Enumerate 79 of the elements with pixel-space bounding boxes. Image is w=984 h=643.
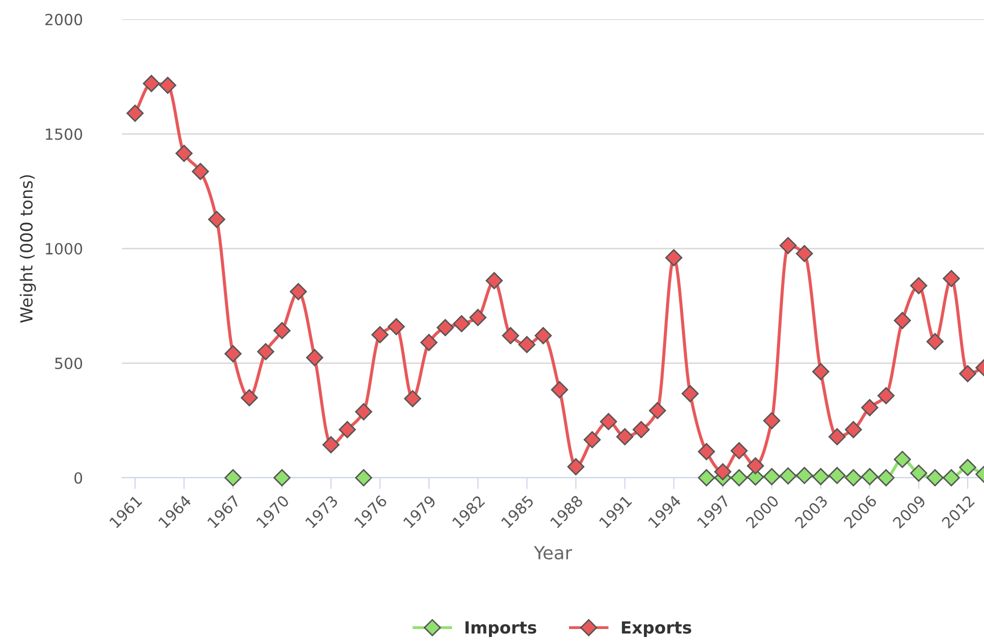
point bbox=[273, 322, 291, 340]
point bbox=[746, 457, 764, 474]
point bbox=[648, 402, 666, 420]
y-tick-label: 500 bbox=[55, 358, 82, 370]
legend-label: Imports bbox=[466, 621, 536, 637]
point bbox=[420, 334, 438, 352]
point bbox=[861, 399, 878, 416]
point bbox=[959, 458, 976, 476]
point bbox=[142, 74, 160, 92]
point bbox=[257, 343, 274, 360]
point bbox=[861, 468, 878, 486]
point bbox=[812, 363, 830, 380]
point bbox=[910, 277, 928, 294]
point bbox=[240, 389, 258, 406]
point bbox=[567, 458, 584, 476]
point bbox=[404, 390, 422, 408]
point bbox=[910, 464, 928, 482]
y-axis-title: Weight (000 tons) bbox=[20, 175, 36, 323]
point bbox=[502, 327, 520, 344]
point bbox=[584, 431, 601, 448]
point bbox=[714, 463, 732, 480]
y-tick-label: 0 bbox=[74, 472, 82, 484]
point bbox=[730, 442, 748, 460]
point bbox=[780, 467, 797, 484]
point bbox=[224, 345, 242, 362]
point bbox=[550, 381, 568, 398]
point bbox=[306, 349, 324, 366]
point bbox=[290, 283, 307, 300]
y-tick-label: 1000 bbox=[46, 242, 82, 255]
point bbox=[844, 421, 862, 438]
point bbox=[126, 104, 144, 122]
point bbox=[322, 436, 340, 454]
point bbox=[682, 385, 699, 402]
point bbox=[894, 312, 911, 330]
point bbox=[159, 76, 176, 94]
point bbox=[942, 469, 960, 486]
point bbox=[486, 272, 503, 290]
point bbox=[616, 428, 634, 446]
point bbox=[698, 443, 716, 460]
point bbox=[208, 210, 226, 228]
legend-label: Exports bbox=[622, 621, 692, 637]
point bbox=[730, 469, 748, 486]
point bbox=[926, 333, 944, 350]
point bbox=[877, 469, 895, 486]
point bbox=[796, 466, 813, 484]
point bbox=[877, 387, 895, 404]
point bbox=[192, 162, 209, 180]
point bbox=[371, 326, 389, 344]
point bbox=[176, 144, 193, 162]
point bbox=[273, 469, 291, 486]
point bbox=[469, 308, 486, 326]
point bbox=[796, 245, 813, 262]
x-axis-title: Year bbox=[534, 546, 572, 560]
point bbox=[698, 469, 716, 486]
point bbox=[632, 421, 650, 438]
point bbox=[600, 413, 618, 430]
point bbox=[518, 336, 536, 354]
point bbox=[436, 319, 454, 336]
point bbox=[665, 249, 682, 266]
point bbox=[355, 403, 372, 420]
point bbox=[894, 450, 911, 468]
point bbox=[763, 468, 780, 486]
point bbox=[763, 412, 780, 430]
point bbox=[828, 466, 846, 484]
point bbox=[453, 315, 470, 332]
point bbox=[959, 365, 976, 382]
point bbox=[355, 469, 372, 486]
point bbox=[828, 428, 846, 446]
point bbox=[942, 270, 960, 288]
point bbox=[926, 469, 944, 486]
y-tick-label: 2000 bbox=[45, 14, 82, 26]
point bbox=[338, 421, 356, 438]
point bbox=[780, 236, 797, 254]
point bbox=[812, 468, 830, 486]
point bbox=[844, 469, 862, 486]
y-tick-label: 1500 bbox=[46, 128, 82, 140]
point bbox=[224, 469, 242, 486]
point bbox=[388, 318, 405, 336]
point bbox=[534, 327, 552, 344]
